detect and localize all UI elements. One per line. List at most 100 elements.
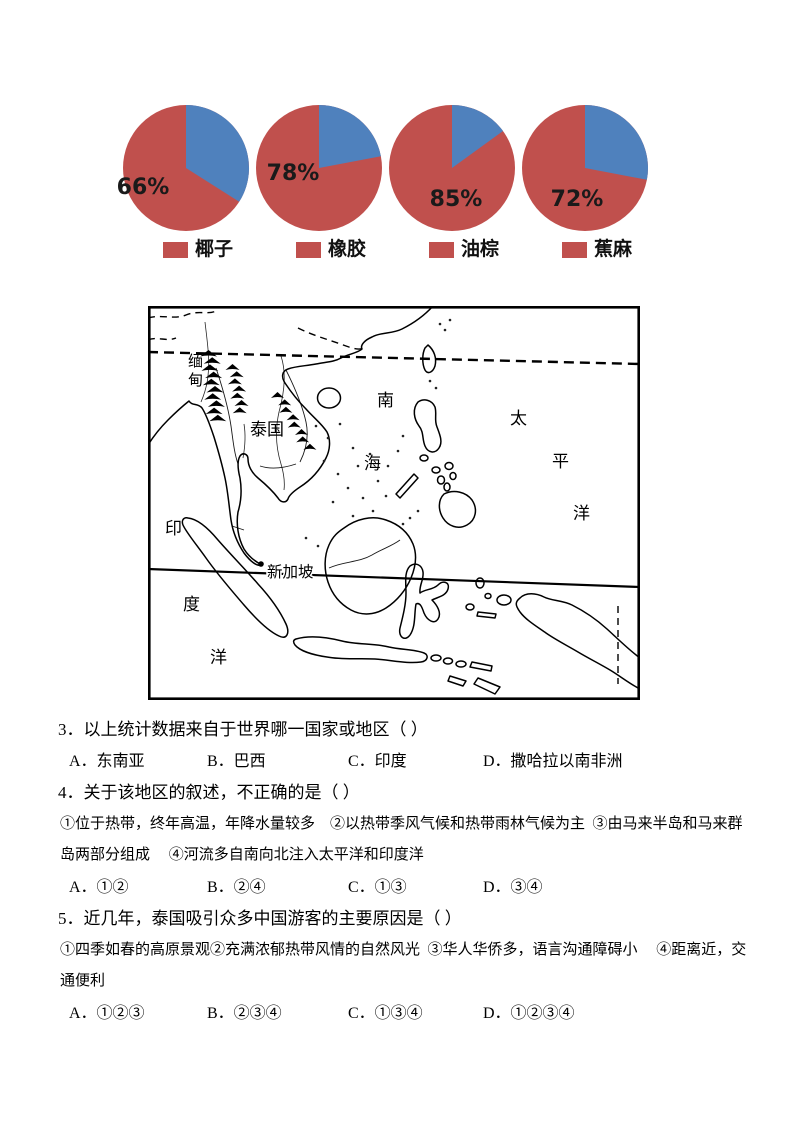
island-buru [465,603,475,611]
question-3-option-a: A．东南亚 [69,752,145,770]
island-java [292,636,428,664]
mountain-ridges [200,350,317,450]
border-myanmar-thailand [215,367,239,465]
islet-dot [314,424,318,428]
islet-dot [304,536,308,540]
pie-legend: 椰子 [119,239,252,260]
tropic-of-cancer-line [148,350,640,366]
question-4-options: A．①② B．②④ C．①③ D．③④ [0,872,794,904]
island-birds-head [496,594,512,606]
mountain-ridge-symbol [229,371,244,378]
question-3-text: 3．以上统计数据来自于世界哪一国家或地区（ ） [58,720,428,739]
map-label-thailand: 泰国 [250,420,284,439]
mountain-ridge-symbol [279,406,293,413]
mountain-ridge-symbol [234,400,249,406]
mountain-ridge-symbol [295,429,308,435]
map-label-pacific-char3: 洋 [573,504,590,523]
question-3-option-d: D．撒哈拉以南非洲 [483,752,623,770]
question-5-option-a: A．①②③ [69,1004,145,1022]
mountain-ridge-symbol [204,393,222,400]
islet-dot [336,472,340,476]
legend-swatch [163,242,188,258]
question-4-option-a: A．①② [69,878,129,896]
border-dashed-india-myanmar [148,337,177,341]
islet-dot [434,386,438,390]
southeast-asia-map: 缅 甸 泰国 南 海 太 平 洋 新加坡 印 度 洋 [148,306,640,700]
island-palawan [395,473,419,499]
island-samar [444,461,454,471]
question-3-option-c: C．印度 [348,752,407,770]
questions-section: 3．以上统计数据来自于世界哪一国家或地区（ ） A．东南亚 B．巴西 C．印度 D．撒… [0,714,794,1029]
island-flores [469,661,493,672]
mountain-ridge-symbol [232,407,247,414]
singapore-dot [258,561,264,567]
mountain-ridge-symbol [200,350,217,357]
island-seram [476,611,497,619]
map-label-singapore: 新加坡 [267,563,314,581]
crop-share-pie-charts: 66% 椰子 78% 橡胶 85% 油棕 72% 蕉麻 [117,101,651,260]
islet-dot [384,494,388,498]
pie-chart-2: 78% [256,105,382,231]
island-negros [436,475,446,485]
mountain-ridge-symbol [225,364,240,370]
islet-dot [401,434,405,438]
legend-swatch [562,242,587,258]
mountain-ridge-symbol [232,385,247,392]
pie-chart-3: 85% [389,105,515,231]
pie-figure-4: 72% 蕉麻 [518,101,651,259]
legend-swatch [296,242,321,258]
islet-dot [351,446,355,450]
mountain-ridge-symbol [271,392,284,398]
mountain-ridge-symbol [230,392,245,399]
map-label-indian-ocean-char2: 度 [183,595,200,614]
island-sumba [447,675,467,687]
pie-chart-4: 72% [522,105,649,231]
question-4-detail-line-2: 岛两部分组成 ④河流多自南向北注入太平洋和印度洋 [60,847,424,863]
pie-percent-label: 72% [551,187,604,212]
island-hainan [316,387,342,409]
mountain-ridge-symbol [227,378,242,385]
mountain-ridge-symbol [303,443,317,450]
map-label-myanmar-char2: 甸 [188,372,203,389]
pie-other-slice [585,105,649,180]
question-5-options: A．①②③ B．②③④ C．①③④ D．①②③④ [0,998,794,1030]
pie-figure-3: 85% 油棕 [385,101,518,259]
island-sulawesi [398,563,450,639]
question-4-option-c: C．①③ [348,878,407,896]
island-borneo [324,517,417,615]
map-label-south-china-sea-char2: 海 [364,454,381,473]
equator-line [148,567,640,589]
islet-dot [386,464,390,468]
pie-other-slice [186,104,250,202]
map-label-south-china-sea-char1: 南 [377,391,394,410]
mountain-ridge-symbol [296,436,310,443]
islet-dot [361,496,365,500]
island-maluku-1 [484,592,492,600]
islet-dot [326,436,330,440]
pie-chart-1: 66% [117,104,250,231]
map-label-pacific-char1: 太 [510,409,527,428]
mountain-ridge-symbol [205,371,223,379]
pie-legend: 蕉麻 [518,240,651,259]
question-4-option-b: B．②④ [207,878,266,896]
mountain-ridge-symbol [207,400,225,407]
island-lombok [442,657,454,665]
islet-dot [401,522,405,526]
map-label-indian-ocean-char3: 洋 [210,648,227,667]
islet-dot [448,318,452,322]
islet-dot [331,500,335,504]
pie-percent-label: 78% [267,161,320,186]
mountain-ridge-symbol [287,421,301,428]
island-luzon [413,399,442,453]
pie-figure-1: 66% 椰子 [117,101,252,260]
legend-swatch [429,242,454,258]
mountain-ridge-symbol [286,414,300,421]
mountain-ridge-symbol [202,378,220,386]
islet-dot [338,422,342,426]
map-label-pacific-char2: 平 [552,452,569,471]
island-mindanao [438,490,477,528]
southeast-asia-map-svg: 缅 甸 泰国 南 海 太 平 洋 新加坡 印 度 洋 [148,306,640,700]
legend-label: 椰子 [195,239,234,260]
pie-legend: 橡胶 [252,240,385,259]
islet-dot [368,452,372,456]
